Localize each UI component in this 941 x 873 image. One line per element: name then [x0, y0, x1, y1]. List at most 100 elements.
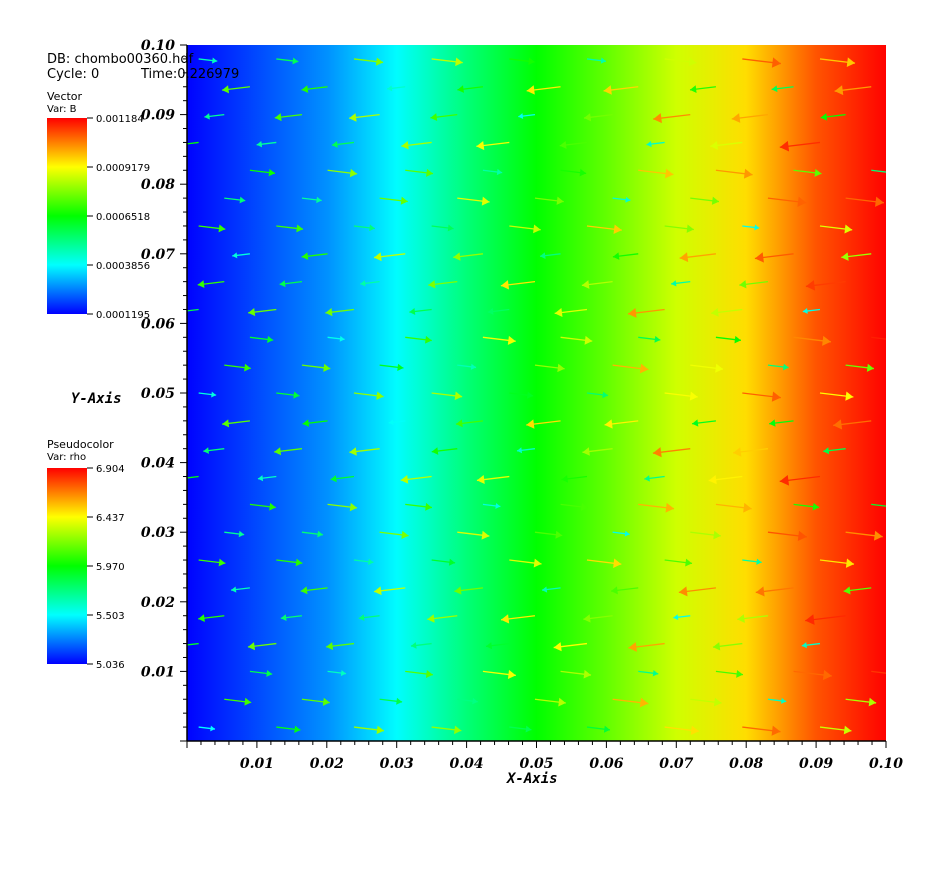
pseudocolor-legend-var: Var: rho	[47, 452, 86, 463]
vector-arrow-head	[652, 447, 662, 458]
vector-arrow-head	[218, 558, 226, 567]
vector-arrow-head	[349, 502, 358, 512]
vector-arrow-head	[600, 57, 607, 64]
vector-arrow-head	[496, 168, 503, 176]
vector-arrow-head	[339, 335, 345, 342]
x-axis-tick-labels: 0.01 0.02 0.03 0.04 0.05 0.06 0.07 0.08 0.09 0.10	[240, 756, 903, 772]
vector-arrow-head	[603, 85, 612, 95]
vector-arrow-head	[561, 475, 568, 483]
vector-arrow-head	[174, 141, 180, 148]
vector-arrow-head	[212, 57, 218, 64]
vector-arrow-head	[401, 140, 409, 150]
vector-arrow-head	[218, 224, 226, 233]
vector-arrow-head	[222, 85, 230, 94]
vector-arrow-head	[374, 252, 382, 262]
vector-arrow-head	[349, 447, 357, 456]
vector-arrow-head	[526, 85, 535, 95]
vector-arrow-head	[526, 419, 535, 429]
vector-arrow-head	[756, 558, 762, 565]
pseudocolor-legend-label: 6.437	[96, 513, 125, 524]
vector-legend-label: 0.0009179	[96, 163, 150, 174]
vector-arrow-head	[301, 85, 309, 93]
y-tick-label: 0.05	[141, 386, 175, 402]
y-tick-label: 0.02	[141, 595, 175, 611]
vector-arrow-head	[783, 363, 789, 371]
vector-arrow-head	[579, 168, 587, 177]
vector-arrow-head	[300, 586, 308, 595]
vector-arrow-head	[902, 670, 911, 681]
y-axis-minor-ticks	[180, 44, 187, 742]
vector-arrow-head	[582, 447, 590, 456]
vector-arrow-head	[247, 642, 256, 651]
vector-arrow-head	[624, 530, 630, 537]
x-tick-label: 0.03	[380, 756, 414, 772]
vector-arrow-head	[340, 669, 347, 677]
vector-arrow-head	[846, 57, 856, 67]
vector-arrow-head	[734, 335, 741, 344]
vector-arrow-head	[583, 669, 592, 679]
vector-arrow-head	[679, 252, 689, 263]
vector-arrow-head	[556, 196, 564, 205]
vector-arrow-head	[580, 502, 588, 511]
vector-arrow-head	[197, 280, 205, 288]
vector-arrow-head	[736, 669, 743, 678]
vector-arrow-head	[518, 113, 524, 119]
vector-arrow-head	[743, 168, 753, 179]
vector-arrow-head	[280, 614, 287, 621]
vector-arrow-head	[447, 224, 454, 232]
vector-arrow-head	[454, 725, 462, 735]
vector-arrow-head	[293, 391, 300, 399]
x-tick-label: 0.04	[450, 756, 484, 772]
vector-arrow-head	[581, 280, 590, 289]
y-tick-label: 0.08	[141, 177, 175, 193]
vector-arrow-head	[409, 308, 416, 315]
vector-legend-colorbar	[47, 118, 87, 314]
pseudocolor-legend-colorbar	[47, 468, 87, 664]
vector-arrow-head	[845, 558, 855, 568]
vector-arrow-head	[539, 252, 546, 259]
vector-arrow-head	[686, 224, 694, 233]
vector-arrow-head	[349, 113, 357, 122]
vector-arrow-head	[733, 447, 742, 457]
vector-arrow-head	[431, 447, 439, 455]
vector-arrow-head	[427, 614, 435, 623]
vector-arrow-head	[325, 308, 333, 317]
vector-arrow-head	[583, 113, 592, 122]
vector-arrow-shaft	[871, 169, 886, 173]
vector-legend-var: Var: B	[47, 104, 77, 115]
vector-arrow-head	[874, 196, 884, 207]
vector-arrow-head	[268, 168, 276, 177]
vector-arrow-head	[612, 252, 620, 260]
vector-arrow-head	[500, 280, 510, 290]
vector-arrow-shaft	[187, 642, 199, 646]
vector-arrow-head	[176, 308, 182, 315]
vector-legend-label: 0.0003856	[96, 261, 150, 272]
y-tick-label: 0.01	[141, 664, 175, 680]
vector-arrow-head	[743, 502, 752, 513]
vector-arrow-head	[814, 168, 822, 177]
vector-arrow-head	[317, 530, 323, 538]
vector-arrow-head	[266, 669, 273, 677]
vector-arrow-head	[453, 252, 461, 261]
pseudocolor-legend-label: 6.904	[96, 464, 125, 475]
vector-arrow-head	[501, 614, 510, 624]
vector-legend-labels: 0.001184 0.0009179 0.0006518 0.0003856 0.000…	[87, 114, 150, 321]
vector-arrow-head	[644, 475, 650, 482]
vector-arrow-head	[302, 419, 310, 427]
vector-arrow-head	[526, 391, 534, 399]
vector-arrow-head	[710, 140, 719, 150]
vector-arrow-head	[326, 642, 334, 651]
vector-arrow-head	[231, 586, 237, 593]
vector-arrow-head	[410, 642, 417, 649]
y-tick-label: 0.06	[141, 316, 175, 332]
vector-arrow-head	[652, 669, 659, 677]
vector-arrow-head	[639, 363, 649, 374]
x-tick-label: 0.08	[729, 756, 763, 772]
vector-arrow-head	[820, 113, 828, 121]
vector-arrow-head	[555, 530, 563, 539]
vector-arrow-head	[708, 475, 717, 485]
vector-arrow-head	[476, 475, 485, 485]
vector-arrow-head	[754, 224, 760, 231]
vector-arrow-head	[495, 502, 501, 509]
vector-arrow-head	[755, 586, 765, 597]
